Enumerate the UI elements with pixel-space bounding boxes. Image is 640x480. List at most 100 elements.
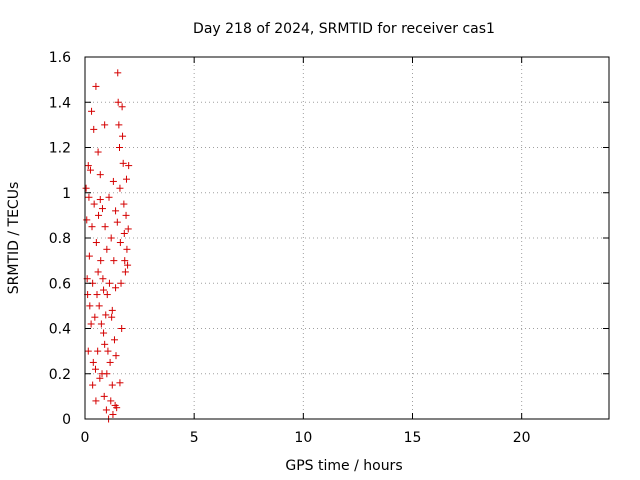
data-point xyxy=(92,82,100,90)
data-point xyxy=(124,225,132,233)
data-point xyxy=(113,218,121,226)
data-point xyxy=(92,239,100,247)
chart-title: Day 218 of 2024, SRMTID for receiver cas… xyxy=(193,21,495,37)
data-point xyxy=(121,268,129,276)
data-point xyxy=(99,275,107,283)
data-point xyxy=(85,193,93,201)
data-point xyxy=(114,69,122,77)
data-point xyxy=(96,374,104,382)
data-point xyxy=(108,313,116,321)
data-point xyxy=(89,358,97,366)
data-point xyxy=(101,223,109,231)
data-point xyxy=(110,336,118,344)
data-point xyxy=(115,121,123,129)
y-tick-label: 0.2 xyxy=(49,367,71,383)
data-point xyxy=(116,239,124,247)
data-point xyxy=(123,245,131,253)
y-tick-label: 0 xyxy=(62,412,71,428)
data-point xyxy=(105,279,113,287)
data-point xyxy=(109,410,117,418)
data-point xyxy=(94,268,102,276)
grid-lines xyxy=(85,57,609,419)
data-point xyxy=(90,125,98,133)
data-point xyxy=(90,200,98,208)
data-point xyxy=(101,121,109,129)
data-point xyxy=(97,320,105,328)
data-point xyxy=(115,144,123,151)
data-point xyxy=(104,347,112,355)
data-point xyxy=(91,365,99,373)
data-point xyxy=(107,234,115,242)
data-point xyxy=(94,148,102,156)
data-point xyxy=(110,257,118,265)
data-point xyxy=(106,358,114,366)
y-tick-label: 1.6 xyxy=(49,50,71,66)
data-point xyxy=(120,229,128,237)
x-axis-label: GPS time / hours xyxy=(285,458,402,474)
x-tick-labels: 0 5 10 15 20 xyxy=(81,430,531,446)
y-tick-label: 1.4 xyxy=(49,95,71,111)
data-point xyxy=(87,320,95,328)
x-tick-label: 15 xyxy=(404,430,422,446)
data-point xyxy=(97,257,105,265)
data-point xyxy=(82,184,90,192)
data-point xyxy=(103,245,111,253)
y-tick-label: 0.8 xyxy=(49,231,71,247)
data-point xyxy=(112,207,120,215)
data-point xyxy=(103,291,111,299)
data-point xyxy=(83,216,91,224)
data-point xyxy=(116,184,124,192)
data-point xyxy=(112,284,120,292)
data-point xyxy=(102,406,110,414)
data-point xyxy=(100,286,108,294)
data-point xyxy=(118,103,126,111)
data-point xyxy=(86,166,94,174)
data-point xyxy=(109,177,117,185)
x-tick-label: 5 xyxy=(190,430,199,446)
data-point xyxy=(120,200,128,208)
data-point xyxy=(85,252,93,260)
data-point xyxy=(121,257,129,265)
data-point xyxy=(124,261,132,269)
data-point xyxy=(122,175,130,183)
data-point xyxy=(113,404,121,412)
data-point xyxy=(125,162,133,170)
axis-ticks xyxy=(84,56,609,420)
data-point xyxy=(119,159,127,167)
y-tick-label: 0.4 xyxy=(49,322,71,338)
data-point xyxy=(88,223,96,231)
data-point xyxy=(84,162,92,170)
x-tick-label: 10 xyxy=(294,430,312,446)
data-points xyxy=(82,69,133,423)
data-point xyxy=(122,211,130,219)
data-point xyxy=(96,196,104,204)
data-point xyxy=(88,107,96,115)
data-point xyxy=(86,302,94,310)
data-point xyxy=(89,381,97,389)
data-point xyxy=(93,291,101,299)
data-point xyxy=(107,397,115,405)
data-point xyxy=(112,352,120,360)
y-tick-label: 0.6 xyxy=(49,276,71,292)
x-tick-label: 20 xyxy=(513,430,531,446)
y-tick-labels: 0 0.2 0.4 0.6 0.8 1 1.2 1.4 1.6 xyxy=(49,50,71,428)
data-point xyxy=(92,397,100,405)
y-tick-label: 1 xyxy=(62,186,71,202)
data-point xyxy=(100,392,108,400)
data-point xyxy=(117,279,125,287)
y-axis-label: SRMTID / TECUs xyxy=(6,182,22,295)
data-point xyxy=(95,302,103,310)
data-point xyxy=(96,171,104,179)
x-tick-label: 0 xyxy=(81,430,90,446)
data-point xyxy=(102,311,110,319)
data-point xyxy=(84,347,92,355)
plot-frame xyxy=(84,56,610,420)
data-point xyxy=(103,370,111,378)
data-point xyxy=(101,340,109,348)
data-point xyxy=(91,313,99,321)
data-point xyxy=(95,211,103,219)
data-point xyxy=(108,381,116,389)
data-point xyxy=(105,193,113,201)
data-point xyxy=(119,132,127,140)
